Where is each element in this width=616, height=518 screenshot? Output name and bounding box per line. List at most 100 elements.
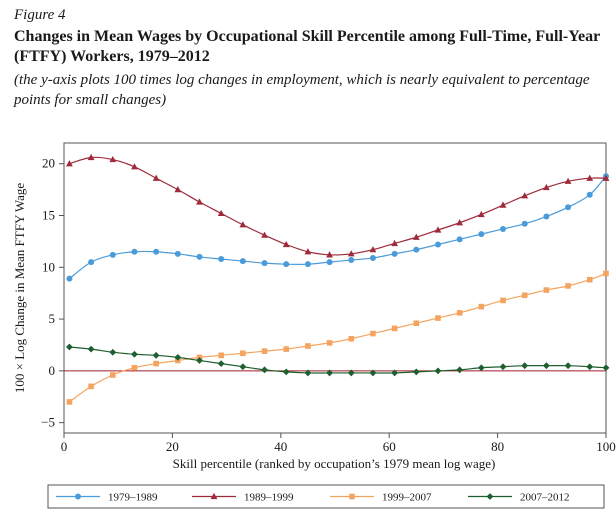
data-point [283, 261, 290, 268]
data-point [456, 310, 463, 316]
data-point [305, 343, 311, 349]
y-axis-title: 100 × Log Change in Mean FTFY Wage [12, 183, 27, 394]
data-point [174, 353, 182, 361]
chart-note: (the y-axis plots 100 times log changes … [14, 72, 590, 108]
data-point [109, 372, 116, 378]
legend-label: 1989–1999 [244, 492, 294, 504]
data-point [239, 221, 247, 228]
data-point [131, 350, 138, 358]
data-point [282, 240, 290, 248]
data-point [521, 292, 528, 299]
data-point [326, 340, 333, 346]
data-point [413, 246, 420, 253]
series-line [69, 175, 607, 280]
data-point [434, 241, 441, 248]
series-3 [66, 270, 609, 405]
data-point [66, 343, 73, 351]
x-tick-label: 20 [166, 439, 179, 454]
data-point [456, 366, 464, 374]
data-point [521, 192, 529, 199]
data-point [283, 346, 290, 352]
legend-label: 1979–1989 [108, 492, 158, 504]
data-point [239, 258, 246, 265]
data-point [564, 177, 572, 184]
series-line [69, 156, 607, 256]
data-point [304, 369, 312, 377]
legend-marker [210, 492, 218, 500]
data-point [565, 283, 571, 289]
data-point [603, 270, 609, 277]
plot-frame [63, 142, 607, 434]
data-point [434, 226, 442, 233]
x-axis-title: Skill percentile (ranked by occupation’s… [173, 456, 496, 471]
data-point [282, 368, 290, 376]
data-point [196, 357, 203, 364]
data-point [370, 330, 376, 337]
data-point [347, 369, 355, 377]
data-point [500, 297, 506, 304]
data-point [435, 315, 441, 321]
data-point [499, 363, 507, 371]
data-point [348, 257, 355, 264]
data-point [87, 345, 95, 353]
data-point [261, 348, 268, 354]
data-point [196, 253, 203, 260]
data-point [348, 335, 355, 342]
y-tick-label: 10 [42, 259, 55, 274]
data-point [586, 174, 594, 181]
data-point [109, 251, 116, 258]
data-point [174, 250, 181, 257]
data-point [109, 155, 117, 163]
data-point [391, 250, 398, 257]
data-point [131, 248, 138, 255]
x-tick-label: 0 [61, 439, 68, 454]
y-tick-label: 0 [49, 363, 56, 378]
data-point [369, 254, 376, 261]
data-point [456, 219, 464, 226]
data-point [261, 260, 268, 267]
data-point [412, 233, 420, 240]
x-tick-label: 60 [383, 439, 396, 454]
data-point [239, 363, 247, 371]
data-point [602, 174, 610, 181]
data-point [564, 362, 572, 370]
data-point [326, 259, 333, 266]
data-point [326, 251, 333, 258]
data-point [391, 369, 399, 377]
data-point [500, 225, 507, 232]
data-point [478, 303, 485, 310]
data-point [152, 174, 160, 181]
x-tick-label: 80 [491, 439, 504, 454]
series-2 [66, 153, 610, 258]
data-point [131, 163, 138, 170]
data-point [602, 364, 610, 372]
chart-title: Changes in Mean Wages by Occupational Sk… [14, 28, 600, 65]
data-point [66, 160, 73, 167]
data-point [412, 368, 420, 376]
legend-marker [486, 493, 494, 500]
data-point [66, 399, 73, 405]
legend-box [47, 484, 605, 509]
figure-label: Figure 4 [14, 7, 66, 23]
data-point [261, 366, 268, 374]
data-point [152, 351, 160, 359]
data-point [217, 209, 225, 217]
data-point [304, 261, 311, 268]
data-point [326, 369, 333, 377]
data-point [434, 367, 442, 375]
data-point [478, 231, 485, 238]
legend-marker [75, 493, 81, 500]
data-point [369, 246, 377, 253]
data-point [109, 348, 117, 356]
data-point [153, 248, 160, 255]
data-point [499, 201, 507, 208]
data-point [87, 153, 95, 161]
data-point [542, 362, 550, 370]
data-point [218, 352, 224, 359]
data-point [347, 250, 355, 257]
series-line [69, 346, 607, 374]
data-point [477, 364, 485, 372]
data-point [218, 256, 225, 262]
data-point [586, 191, 593, 198]
y-tick-label: 20 [42, 156, 55, 171]
